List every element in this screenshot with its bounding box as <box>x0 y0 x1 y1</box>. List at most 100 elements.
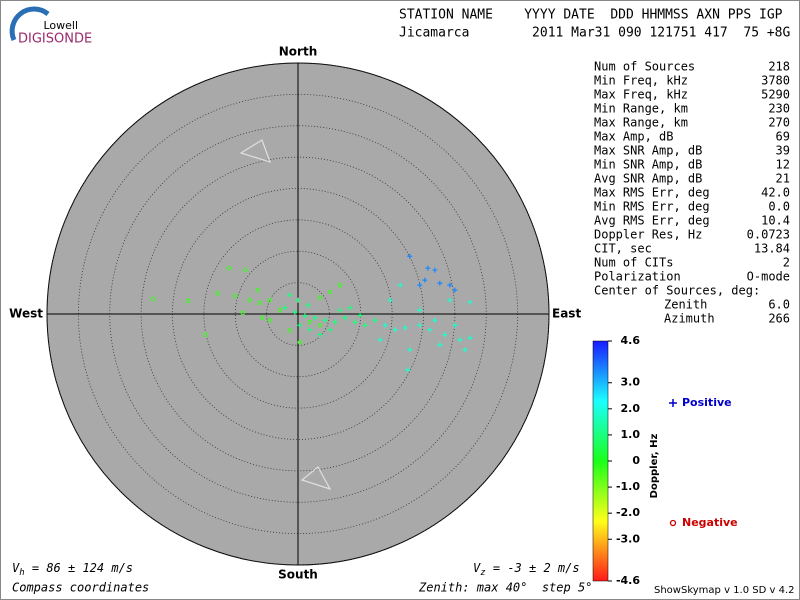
stat-value: 21 <box>776 172 790 186</box>
point-negative <box>277 307 283 313</box>
point-positive <box>322 317 328 323</box>
point-negative <box>226 265 232 271</box>
logo-swoosh <box>9 6 50 42</box>
point-positive <box>452 287 458 293</box>
point-positive <box>462 347 468 353</box>
point-negative <box>307 319 313 325</box>
stat-value: O-mode <box>747 270 790 284</box>
point-negative <box>287 328 293 333</box>
logo-small: Lowell <box>43 19 78 32</box>
point-negative <box>317 322 323 328</box>
center-row-value: 6.0 <box>768 298 790 312</box>
point-positive <box>382 322 388 328</box>
stat-label: Max Freq, kHz <box>594 88 688 102</box>
stat-label: Num of CITs <box>594 256 673 270</box>
colorbar-tick-label: -2.0 <box>616 506 640 519</box>
stat-value: 5290 <box>761 88 790 102</box>
header-line: Jicamarca 2011 Mar31 090 121751 417 75 +… <box>399 26 791 41</box>
stat-value: 218 <box>768 60 790 74</box>
stat-label: Max Range, km <box>594 116 688 130</box>
point-positive <box>417 282 423 288</box>
stat-value: 2 <box>783 256 790 270</box>
point-negative <box>240 310 246 316</box>
stat-label: Min Range, km <box>594 102 688 116</box>
colorbar-tick-label: -3.0 <box>616 532 640 545</box>
point-negative <box>202 332 208 338</box>
zenith-label: Zenith: max 40° step 5° <box>418 581 592 595</box>
legend-marker <box>669 399 677 407</box>
point-negative <box>247 297 252 303</box>
colorbar-title: Doppler, Hz <box>649 434 660 499</box>
stat-label: CIT, sec <box>594 242 652 256</box>
stat-value: 3780 <box>761 74 790 88</box>
legend-marker <box>669 519 677 527</box>
point-positive <box>417 322 423 328</box>
point-negative <box>267 297 273 303</box>
point-positive <box>357 312 363 318</box>
point-positive <box>467 335 473 341</box>
stat-label: Min SNR Amp, dB <box>594 158 702 172</box>
colorbar-tick-label: 2.0 <box>621 402 641 415</box>
stat-value: 39 <box>776 144 790 158</box>
point-positive <box>402 325 408 331</box>
point-positive <box>297 322 303 328</box>
vz-sub: z <box>480 568 485 578</box>
stat-label: Num of Sources <box>594 60 695 74</box>
point-positive <box>377 337 383 343</box>
legend-label: Positive <box>682 396 732 409</box>
point-positive <box>447 282 453 288</box>
point-positive <box>432 267 438 273</box>
stat-label: Max SNR Amp, dB <box>594 144 702 158</box>
point-negative <box>242 267 248 273</box>
vh-text: = 86 ± 124 m/s <box>25 561 133 575</box>
point-positive <box>342 315 348 321</box>
colorbar <box>592 340 609 582</box>
point-positive <box>422 277 428 283</box>
point-positive <box>407 253 413 259</box>
stat-value: 69 <box>776 130 790 144</box>
stat-label: Polarization <box>594 270 681 284</box>
stat-label: Min RMS Err, deg <box>594 200 710 214</box>
version-label: ShowSkymap v 1.0 SD v 4.2 <box>654 585 794 596</box>
point-positive <box>287 292 293 298</box>
point-positive <box>327 327 333 333</box>
stat-label: Min Freq, kHz <box>594 74 688 88</box>
point-negative <box>215 290 220 296</box>
vz-symbol: V <box>473 561 481 575</box>
point-positive <box>427 327 433 333</box>
point-positive <box>432 317 438 323</box>
point-negative <box>327 289 333 295</box>
dir-west: West <box>9 307 43 321</box>
point-positive <box>392 327 398 333</box>
point-positive <box>405 367 411 373</box>
center-label: Center of Sources, deg: <box>594 284 760 298</box>
colorbar-tick-label: -1.0 <box>616 480 640 493</box>
stat-value: 230 <box>768 102 790 116</box>
header-line: STATION NAME YYYY DATE DDD HHMMSS AXN PP… <box>399 8 783 23</box>
stat-value: 270 <box>768 116 790 130</box>
point-positive <box>337 307 343 313</box>
stat-value: 12 <box>776 158 790 172</box>
point-positive <box>457 337 463 343</box>
stat-label: Doppler Res, Hz <box>594 228 702 242</box>
point-positive <box>295 297 301 303</box>
stat-value: 10.4 <box>761 214 790 228</box>
stat-value: 0.0723 <box>747 228 790 242</box>
point-positive <box>292 309 298 315</box>
point-positive <box>387 297 393 303</box>
vh-label: Vh = 86 ± 124 m/s <box>12 561 133 578</box>
legend-label: Negative <box>682 516 738 529</box>
vz-label: Vz = -3 ± 2 m/s <box>473 561 580 578</box>
point-positive <box>332 319 338 325</box>
dir-east: East <box>552 307 581 321</box>
colorbar-tick-label: 1.0 <box>621 428 641 441</box>
colorbar-tick-label: 3.0 <box>621 376 641 389</box>
colorbar-tick-label: 4.6 <box>621 334 641 347</box>
sector-wedge <box>300 466 332 491</box>
dir-south: South <box>278 568 318 582</box>
stat-label: Avg RMS Err, deg <box>594 214 710 228</box>
point-negative <box>267 317 273 323</box>
stat-label: Avg SNR Amp, dB <box>594 172 702 186</box>
point-negative <box>317 295 323 300</box>
